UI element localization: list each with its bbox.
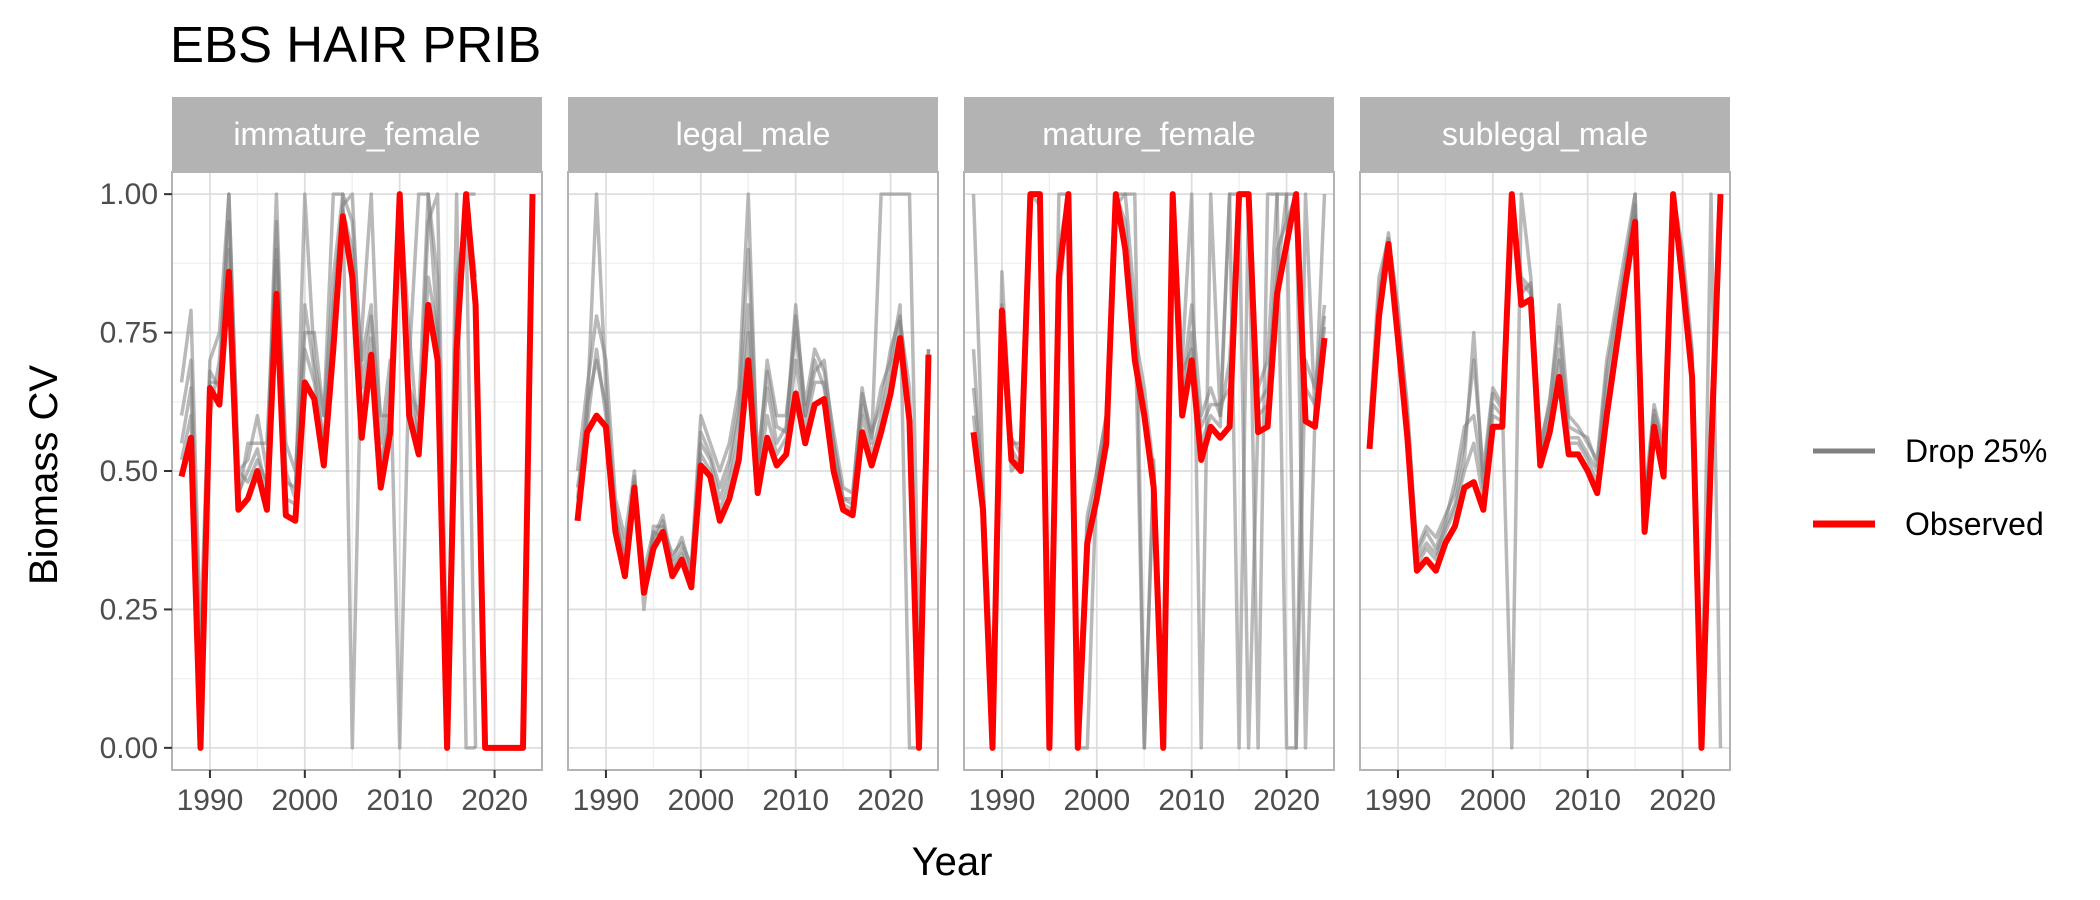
- strip-label: mature_female: [1042, 116, 1255, 152]
- x-tick-label: 1990: [969, 784, 1036, 817]
- strip-background: [1360, 97, 1730, 171]
- x-tick-label: 2010: [1554, 784, 1621, 817]
- observed-series-line: [574, 335, 932, 751]
- panel-border: [963, 171, 1335, 771]
- y-tick-label: 1.00: [100, 178, 158, 211]
- x-tick-label: 2010: [366, 784, 433, 817]
- legend: Drop 25% Observed: [1813, 433, 2047, 542]
- x-tick-label: 2020: [461, 784, 528, 817]
- observed-series-line: [970, 191, 1328, 751]
- y-axis-title: Biomass CV: [22, 365, 66, 585]
- panel-immature_female: immature_female 1990 2000 2010 2020 0.00 0.25 0…: [100, 97, 543, 817]
- x-tick-label: 2000: [271, 784, 338, 817]
- strip-background: [964, 97, 1334, 171]
- x-tick-label: 2010: [762, 784, 829, 817]
- strip-label: legal_male: [676, 116, 831, 152]
- chart-title: EBS HAIR PRIB: [170, 16, 541, 73]
- x-tick-label: 2020: [857, 784, 924, 817]
- y-tick-label: 0.00: [100, 732, 158, 765]
- observed-series-line: [1366, 191, 1724, 751]
- x-tick-label: 2020: [1649, 784, 1716, 817]
- y-tick-label: 0.50: [100, 455, 158, 488]
- y-tick-label: 0.25: [100, 593, 158, 626]
- x-tick-label: 1990: [177, 784, 244, 817]
- x-tick-label: 2000: [1063, 784, 1130, 817]
- facet-panels: immature_female 1990 2000 2010 2020 0.00 0.25 0…: [100, 97, 1731, 817]
- legend-item-observed: Observed: [1813, 506, 2044, 542]
- x-tick-label: 2020: [1253, 784, 1320, 817]
- strip-label: sublegal_male: [1442, 116, 1648, 152]
- x-axis-title: Year: [912, 840, 993, 884]
- x-tick-label: 1990: [1365, 784, 1432, 817]
- observed-series-line: [178, 191, 536, 751]
- strip-label: immature_female: [233, 116, 480, 152]
- strip-background: [568, 97, 938, 171]
- panel-mature_female: mature_female 1990 2000 2010 2020: [963, 97, 1335, 817]
- legend-label: Observed: [1905, 506, 2044, 542]
- x-tick-label: 2000: [1459, 784, 1526, 817]
- x-tick-label: 2010: [1158, 784, 1225, 817]
- x-tick-label: 2000: [667, 784, 734, 817]
- panel-border: [567, 171, 939, 771]
- y-tick-label: 0.75: [100, 317, 158, 350]
- legend-label: Drop 25%: [1905, 433, 2047, 469]
- legend-item-drop-25: Drop 25%: [1813, 433, 2047, 469]
- panel-sublegal_male: sublegal_male 1990 2000 2010 2020: [1359, 97, 1731, 817]
- strip-background: [172, 97, 542, 171]
- x-tick-label: 1990: [573, 784, 640, 817]
- panel-legal_male: legal_male 1990 2000 2010 2020: [567, 97, 939, 817]
- panel-border: [1359, 171, 1731, 771]
